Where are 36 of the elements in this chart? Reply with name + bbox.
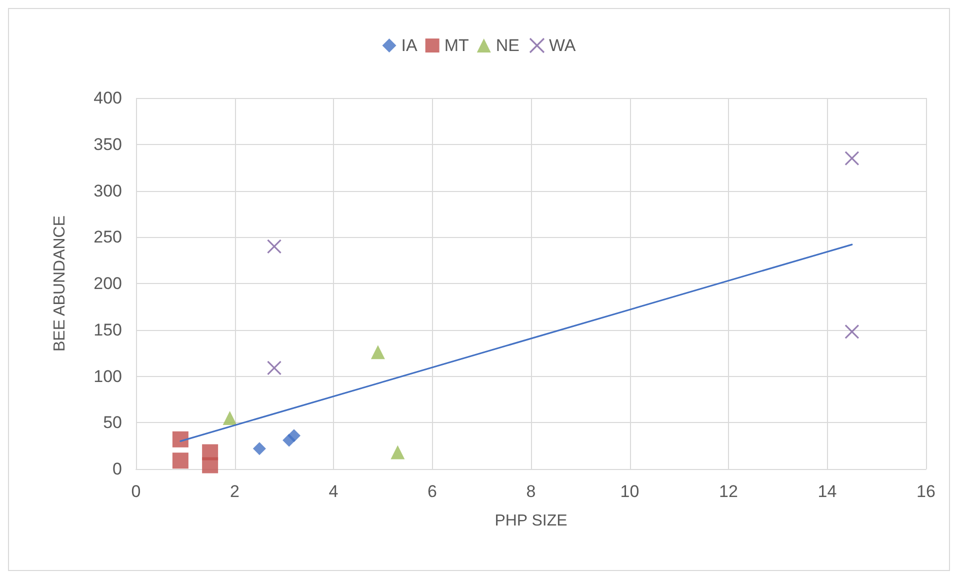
point [172, 452, 188, 469]
point [202, 457, 218, 474]
x-tick-label: 16 [916, 482, 936, 501]
y-tick-label: 300 [94, 181, 122, 200]
y-tick-label: 350 [94, 134, 122, 154]
x-tick-label: 14 [818, 482, 837, 501]
point [844, 324, 860, 340]
x-tick-label: 6 [428, 482, 437, 501]
y-tick-label: 0 [112, 460, 122, 478]
legend-label: WA [548, 36, 576, 55]
y-axis-title: BEE ABUNDANCE [52, 215, 68, 352]
point [172, 431, 188, 448]
x-axis-title: PHP SIZE [494, 512, 568, 530]
point [252, 442, 266, 456]
legend-label: NE [496, 36, 520, 55]
y-tick-label: 250 [94, 228, 122, 247]
x-tick-label: 0 [131, 482, 141, 501]
y-tick-label: 100 [94, 366, 122, 386]
legend-label: IA [401, 36, 418, 55]
point [844, 150, 860, 166]
point [370, 345, 385, 360]
point [266, 239, 282, 254]
x-tick-label: 8 [526, 482, 536, 501]
y-tick-label: 200 [94, 274, 122, 293]
point [222, 410, 237, 425]
x-tick-label: 12 [719, 482, 738, 501]
y-tick-label: 50 [103, 413, 122, 432]
point [266, 360, 282, 376]
y-tick-label: 150 [94, 320, 122, 340]
x-tick-label: 10 [620, 482, 640, 501]
point [288, 429, 300, 442]
legend-label: MT [444, 36, 469, 55]
x-tick-label: 2 [230, 482, 240, 501]
x-tick-label: 4 [328, 482, 338, 501]
point [390, 445, 405, 460]
y-tick-label: 400 [94, 88, 122, 108]
